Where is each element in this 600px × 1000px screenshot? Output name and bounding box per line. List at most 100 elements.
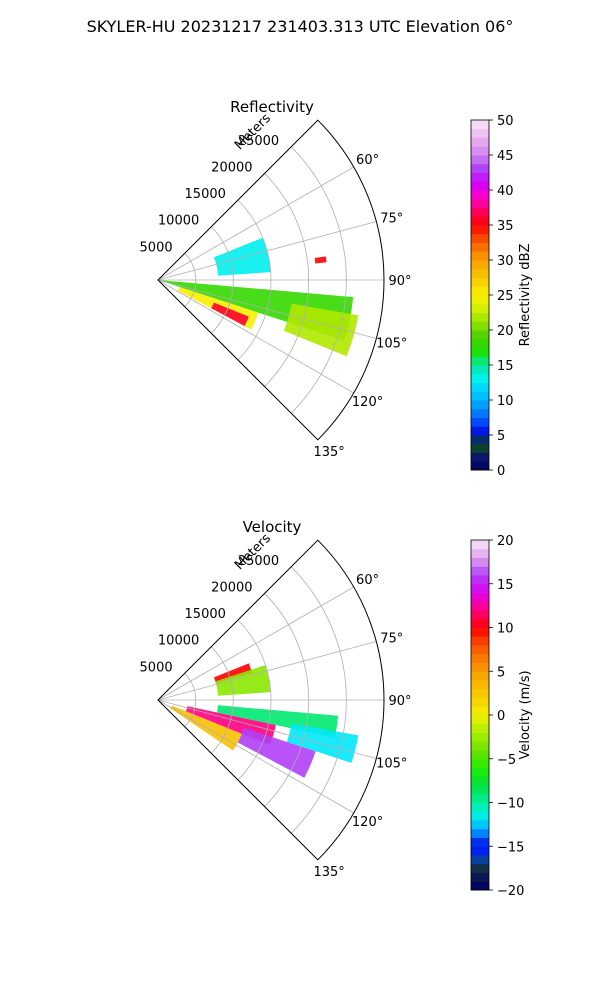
radial-tick-label: 10000: [158, 214, 199, 229]
colorbar-tick-label: 15: [497, 359, 514, 374]
colorbar-step: [471, 303, 489, 313]
angle-gridline: [157, 641, 377, 701]
echo-region: [237, 727, 316, 778]
colorbar-tick-label: 10: [497, 622, 514, 637]
colorbar-tick-label: 40: [497, 184, 514, 199]
colorbar-step: [471, 268, 489, 278]
colorbar-step: [471, 356, 489, 366]
colorbar-tick-label: −10: [497, 797, 524, 812]
echo-region: [283, 303, 359, 357]
colorbar-step: [471, 277, 489, 287]
colorbar-step: [471, 146, 489, 156]
colorbar-step: [471, 312, 489, 322]
colorbar-step: [471, 785, 489, 795]
colorbar-step: [471, 776, 489, 786]
colorbar-step: [471, 338, 489, 348]
angle-gridline: [157, 586, 354, 701]
colorbar-step: [471, 242, 489, 252]
colorbar-step: [471, 286, 489, 296]
colorbar-step: [471, 452, 489, 462]
radial-tick-label: 20000: [211, 160, 252, 175]
colorbar-step: [471, 610, 489, 620]
radial-tick-label: 25000: [238, 134, 279, 149]
colorbar-step: [471, 163, 489, 173]
colorbar-step: [471, 373, 489, 383]
colorbar-step: [471, 181, 489, 191]
colorbar-step: [471, 382, 489, 392]
angle-tick-label: 105°: [376, 337, 407, 352]
echo-region: [213, 663, 253, 684]
colorbar-step: [471, 601, 489, 611]
colorbar-step: [471, 198, 489, 208]
colorbar-tick-label: −5: [497, 753, 516, 768]
radial-tick-label: 20000: [211, 580, 252, 595]
angle-gridline: [157, 279, 354, 394]
radial-tick-label: 15000: [185, 607, 226, 622]
colorbar-step: [471, 820, 489, 830]
angle-tick-label: 135°: [313, 865, 344, 880]
colorbar-tick-label: −20: [497, 884, 524, 899]
colorbar-tick-label: 15: [497, 578, 514, 593]
colorbar-step: [471, 688, 489, 698]
angle-tick-label: 75°: [380, 631, 403, 646]
colorbar-step: [471, 408, 489, 418]
colorbar-step: [471, 592, 489, 602]
colorbar-step: [471, 260, 489, 270]
colorbar-step: [471, 837, 489, 847]
radial-tick-label: 10000: [158, 634, 199, 649]
colorbar-tick-label: 10: [497, 394, 514, 409]
angle-tick-label: 120°: [352, 395, 383, 410]
colorbar-step: [471, 828, 489, 838]
colorbar-step: [471, 653, 489, 663]
colorbar-step: [471, 233, 489, 243]
colorbar-step: [471, 750, 489, 760]
colorbar-step: [471, 417, 489, 427]
angle-gridline: [157, 166, 354, 281]
angle-gridline: [157, 221, 377, 281]
velocity-panel: Velocity 60° 75° 90° 105° 120° 135° 5000 10000 15…: [140, 518, 533, 899]
colorbar-step: [471, 846, 489, 856]
colorbar-label: Velocity (m/s): [518, 670, 533, 759]
colorbar-step: [471, 793, 489, 803]
colorbar-step: [471, 548, 489, 558]
colorbar-step: [471, 251, 489, 261]
radial-tick-label: 15000: [185, 187, 226, 202]
angle-tick-label: 105°: [376, 757, 407, 772]
colorbar-tick-label: 30: [497, 254, 514, 269]
colorbar-tick-label: 0: [497, 709, 505, 724]
colorbar-step: [471, 575, 489, 585]
colorbar-tick-label: 25: [497, 289, 514, 304]
colorbar-step: [471, 715, 489, 725]
radial-tick-label: 5000: [140, 660, 173, 675]
colorbar-step: [471, 706, 489, 716]
colorbar-step: [471, 732, 489, 742]
colorbar-step: [471, 295, 489, 305]
reflectivity-panel: Reflectivity60°75°90°105°120°135°5000100…: [140, 98, 533, 479]
colorbar-step: [471, 680, 489, 690]
echo-region: [213, 237, 271, 276]
colorbar-step: [471, 207, 489, 217]
colorbar-step: [471, 225, 489, 235]
figure-title: SKYLER-HU 20231217 231403.313 UTC Elevat…: [87, 17, 514, 36]
colorbar-tick-label: 35: [497, 219, 514, 234]
colorbar-step: [471, 758, 489, 768]
colorbar-step: [471, 583, 489, 593]
colorbar-step: [471, 767, 489, 777]
colorbar-tick-label: 20: [497, 324, 514, 339]
colorbar-tick-label: −15: [497, 840, 524, 855]
colorbar-tick-label: 5: [497, 665, 505, 680]
colorbar-step: [471, 662, 489, 672]
colorbar-tick-label: 20: [497, 534, 514, 549]
colorbar-step: [471, 443, 489, 453]
angle-tick-label: 120°: [352, 815, 383, 830]
angle-tick-label: 135°: [313, 445, 344, 460]
angle-tick-label: 90°: [388, 274, 411, 289]
colorbar-step: [471, 347, 489, 357]
angle-gridline: [157, 699, 354, 814]
colorbar-step: [471, 321, 489, 331]
colorbar-step: [471, 881, 489, 891]
colorbar-step: [471, 872, 489, 882]
colorbar-step: [471, 365, 489, 375]
colorbar-tick-label: 0: [497, 464, 505, 479]
